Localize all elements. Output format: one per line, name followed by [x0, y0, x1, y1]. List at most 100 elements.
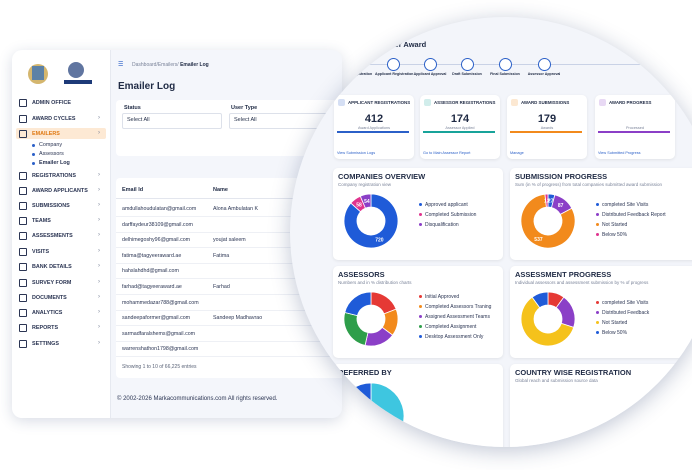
step-icon — [538, 58, 551, 71]
legend-label: Distributed Feedback — [602, 310, 650, 316]
stat-card — [420, 95, 500, 159]
filter-select[interactable] — [122, 113, 222, 129]
row-line — [116, 216, 342, 217]
row-line — [116, 278, 342, 280]
legend-label: Approved applicant — [425, 202, 468, 208]
menu-icon — [19, 324, 27, 332]
legend-dot — [419, 203, 422, 206]
email-cell: mohammedazar788@gmail.com — [122, 299, 199, 306]
filter-value: Select All — [234, 117, 257, 123]
row-line — [116, 325, 342, 327]
submenu-dot — [32, 153, 35, 156]
dashboard-title: Taqdeer Award — [373, 40, 427, 49]
chart-title: ASSESSMENT PROGRESS — [515, 270, 612, 279]
legend-dot — [419, 335, 422, 338]
stat-link[interactable]: View Submission Logs — [337, 151, 376, 155]
submenu-dot — [32, 162, 35, 165]
chevron: › — [98, 340, 100, 346]
menu-item[interactable]: DOCUMENTS — [32, 295, 67, 301]
chevron: › — [98, 294, 100, 300]
overlay-menu-item[interactable]: SURVEY FORM — [290, 180, 291, 185]
menu-item[interactable]: SUBMISSIONS — [32, 203, 70, 209]
email-cell: sandeepaformer@gmail.com — [122, 315, 191, 322]
name-cell: Alona Ambulatan K — [213, 206, 259, 212]
chart-subtitle: Global reach and submission source data — [515, 378, 598, 383]
legend-label: completed Site Visits — [602, 300, 649, 306]
chevron: › — [98, 172, 100, 178]
menu-icon — [19, 130, 27, 138]
menu-item[interactable]: REGISTRATIONS — [32, 173, 76, 179]
email-cell: hahslahdhd@gmail.com — [122, 268, 179, 275]
chevron: › — [98, 217, 100, 223]
column-header: Email Id — [122, 187, 144, 193]
step-label: Assessor Approval — [527, 72, 561, 76]
chart-subtitle: Numbers and in % distribution charts — [338, 280, 412, 285]
chart-title: REFERRED BY — [338, 368, 392, 377]
stat-link[interactable]: Go to Main Assessor Report — [423, 151, 471, 155]
menu-item[interactable]: SETTINGS — [32, 341, 59, 347]
step-label: Applicant Approval — [413, 72, 447, 76]
row-line — [116, 294, 342, 295]
submenu-item[interactable]: Emailer Log — [39, 160, 70, 166]
legend-label: Distributed Feedback Report — [602, 212, 666, 218]
menu-item[interactable]: ANALYTICS — [32, 310, 63, 316]
filter-value: Select All — [127, 117, 150, 123]
magnified-dashboard: Taqdeer Award Assessor Registration Applic… — [290, 17, 692, 447]
stat-link[interactable]: View Submitted Progress — [598, 151, 641, 155]
email-cell: darffaydeur38109@gmail.com — [122, 221, 193, 228]
chevron: › — [98, 279, 100, 285]
step-label: Assessor Registration — [334, 72, 373, 76]
stat-caption: Processed — [626, 126, 644, 130]
chart-title: SUBMISSION PROGRESS — [515, 172, 608, 181]
stat-link[interactable]: Manage — [510, 151, 524, 155]
legend-label: Below 50% — [602, 330, 628, 336]
menu-item[interactable]: SURVEY FORM — [32, 280, 72, 286]
legend-label: Initial Approved — [425, 294, 460, 300]
menu-item[interactable]: AWARD CYCLES — [32, 116, 76, 122]
chart-subtitle: Company registration view — [338, 182, 392, 187]
chevron: › — [98, 232, 100, 238]
submenu-item[interactable]: Company — [39, 142, 63, 148]
name-cell: Farhad — [213, 284, 230, 290]
stat-icon — [599, 99, 606, 106]
row-line — [116, 231, 342, 233]
stat-title: AWARD SUBMISSIONS — [521, 100, 570, 105]
chevron: › — [98, 130, 100, 136]
header-line — [116, 198, 342, 199]
stat-card — [595, 95, 675, 159]
legend-dot — [596, 233, 599, 236]
menu-item[interactable]: EMAILERS — [32, 131, 60, 137]
submenu-item[interactable]: Assessors — [39, 151, 64, 157]
breadcrumb-current: Emailer Log — [180, 62, 209, 68]
legend-dot — [596, 203, 599, 206]
menu-icon — [19, 232, 27, 240]
row-line — [116, 340, 342, 342]
menu-icon — [19, 340, 27, 348]
menu-item[interactable]: TEAMS — [32, 218, 51, 224]
menu-item[interactable]: BANK DETAILS — [32, 264, 72, 270]
menu-item[interactable]: ASSESSMENTS — [32, 233, 73, 239]
step-icon — [346, 58, 359, 71]
row-line — [116, 309, 342, 311]
chevron: › — [98, 309, 100, 315]
menu-toggle[interactable]: ☰ — [118, 62, 124, 68]
chevron: › — [98, 263, 100, 269]
stat-card — [334, 95, 414, 159]
legend-dot — [596, 301, 599, 304]
menu-item[interactable]: ADMIN OFFICE — [32, 100, 71, 106]
chart-subtitle: Sum (in % of progress) from total compan… — [515, 182, 663, 187]
menu-icon — [19, 217, 27, 225]
menu-item[interactable]: VISITS — [32, 249, 50, 255]
stat-title: APPLICANT REGISTRATIONS — [348, 100, 411, 105]
stat-icon — [338, 99, 345, 106]
step-icon — [499, 58, 512, 71]
menu-item[interactable]: REPORTS — [32, 325, 59, 331]
legend-dot — [596, 331, 599, 334]
menu-icon — [19, 309, 27, 317]
chart-title: COUNTRY WISE REGISTRATION — [515, 368, 632, 377]
legend-label: Below 50% — [602, 232, 628, 238]
step-label: Draft Submission — [452, 72, 482, 76]
menu-item[interactable]: AWARD APPLICANTS — [32, 188, 88, 194]
overlay-menu-item[interactable]: BANK DETAILS — [290, 167, 291, 172]
